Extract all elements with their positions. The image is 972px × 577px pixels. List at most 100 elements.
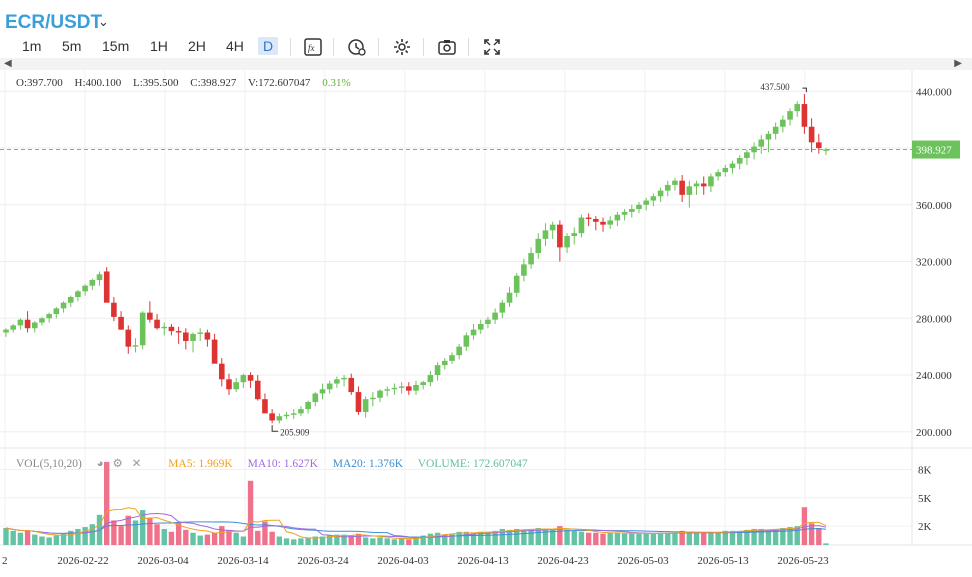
volume-ma5-line bbox=[5, 507, 827, 540]
volume-bar bbox=[729, 530, 736, 545]
candle-body bbox=[305, 402, 311, 410]
candle-body bbox=[477, 323, 484, 330]
candle-body bbox=[254, 380, 261, 400]
candle bbox=[190, 332, 196, 353]
volume-bar bbox=[197, 535, 203, 545]
chevron-down-icon[interactable]: ⌄ bbox=[98, 14, 109, 29]
candle bbox=[808, 118, 815, 153]
candle-body bbox=[542, 230, 549, 239]
candle-body bbox=[262, 399, 268, 414]
timeframe-15m[interactable]: 15m bbox=[102, 38, 130, 54]
horizontal-scrollbar[interactable]: ◀ ▶ bbox=[0, 58, 972, 70]
volume-bar bbox=[758, 528, 764, 545]
candle-body bbox=[470, 329, 477, 336]
candle-body bbox=[456, 346, 462, 356]
candle bbox=[664, 180, 671, 197]
volume-bar bbox=[449, 533, 455, 545]
volume-bar bbox=[657, 532, 664, 545]
volume-bar bbox=[679, 530, 685, 545]
candle-body bbox=[147, 312, 153, 320]
time-tick-label: 2026-02-22 bbox=[57, 555, 108, 567]
timeframe-5m[interactable]: 5m bbox=[62, 38, 82, 54]
remove-indicator-icon[interactable]: ✕ bbox=[131, 458, 142, 470]
volume-bar bbox=[499, 528, 506, 545]
low-marker bbox=[271, 425, 279, 432]
indicator-fx-icon[interactable]: fx bbox=[302, 36, 324, 58]
candle bbox=[679, 174, 685, 202]
candle bbox=[39, 316, 45, 326]
candle bbox=[636, 201, 642, 214]
candle bbox=[283, 411, 290, 420]
candle-body bbox=[67, 297, 74, 303]
candle bbox=[298, 406, 304, 417]
candle bbox=[103, 267, 110, 303]
candle bbox=[780, 115, 786, 133]
volume-bar bbox=[478, 531, 484, 545]
timeframe-4h[interactable]: 4H bbox=[226, 38, 244, 54]
candle bbox=[147, 301, 153, 323]
candle-body bbox=[384, 389, 391, 391]
timeframe-1h[interactable]: 1H bbox=[150, 38, 168, 54]
candle bbox=[729, 160, 736, 174]
time-tick-label: 2026-04-23 bbox=[537, 555, 589, 567]
candle bbox=[593, 216, 599, 231]
candle-body bbox=[312, 393, 319, 403]
volume-bar bbox=[132, 520, 139, 545]
timeframe-d[interactable]: D bbox=[258, 37, 279, 55]
candle-body bbox=[154, 319, 160, 329]
timezone-clock-icon[interactable] bbox=[346, 36, 368, 58]
settings-gear-icon[interactable] bbox=[391, 36, 413, 58]
candle-body bbox=[3, 329, 9, 333]
volume-bar bbox=[341, 534, 347, 545]
volume-bar bbox=[442, 534, 448, 545]
indicator-settings-icon[interactable]: ⚙ bbox=[112, 458, 123, 470]
scroll-left-arrow-icon[interactable]: ◀ bbox=[4, 58, 12, 69]
candle-body bbox=[787, 111, 793, 120]
candle-body bbox=[758, 139, 765, 147]
volume-bar bbox=[10, 530, 16, 545]
candle-body bbox=[794, 104, 801, 112]
volume-bar bbox=[384, 538, 390, 545]
ma10-value: MA10: 1.627K bbox=[247, 458, 318, 470]
volume-bar bbox=[53, 535, 60, 545]
toolbar-divider bbox=[333, 38, 334, 56]
candle-body bbox=[492, 312, 498, 320]
fullscreen-icon[interactable] bbox=[481, 36, 503, 58]
candle bbox=[334, 376, 340, 388]
toolbar-divider bbox=[468, 38, 469, 56]
timeframe-1m[interactable]: 1m bbox=[22, 38, 42, 54]
price-tick-label: 240.000 bbox=[916, 370, 952, 382]
candle bbox=[82, 284, 88, 296]
candle bbox=[657, 187, 664, 202]
candle bbox=[787, 108, 793, 126]
volume-bar bbox=[17, 532, 24, 545]
candle-body bbox=[636, 204, 642, 210]
candle bbox=[528, 247, 534, 269]
candle bbox=[708, 173, 714, 193]
scroll-right-arrow-icon[interactable]: ▶ bbox=[954, 58, 962, 69]
candle-body bbox=[89, 279, 96, 286]
trading-pair-title[interactable]: ECR/USDT bbox=[5, 12, 103, 33]
volume-bar bbox=[39, 536, 45, 545]
volume-legend: VOL(5,10,20) ◕ ⚙ ✕ MA5: 1.969K MA10: 1.6… bbox=[16, 456, 540, 470]
candle bbox=[557, 220, 563, 262]
hide-eye-icon[interactable]: ◕ bbox=[96, 458, 104, 470]
candle bbox=[413, 380, 419, 395]
toolbar-divider bbox=[290, 38, 291, 56]
candle-body bbox=[772, 126, 779, 134]
candle-body bbox=[377, 390, 383, 398]
candle bbox=[470, 323, 477, 340]
camera-icon[interactable] bbox=[436, 36, 458, 58]
candle-body bbox=[715, 172, 721, 177]
candle-body bbox=[679, 180, 685, 195]
timeframe-2h[interactable]: 2H bbox=[188, 38, 206, 54]
volume-bar bbox=[701, 532, 707, 545]
candle bbox=[341, 375, 347, 387]
candlestick-chart[interactable]: 200.000240.000280.000320.000360.000400.0… bbox=[0, 70, 972, 577]
time-tick-label: 2026-04-13 bbox=[457, 555, 509, 567]
candle-body bbox=[535, 238, 542, 254]
candle bbox=[204, 329, 211, 347]
volume-bar bbox=[262, 521, 268, 545]
indicator-controls: ◕ ⚙ ✕ bbox=[97, 458, 157, 470]
candle bbox=[269, 409, 275, 424]
